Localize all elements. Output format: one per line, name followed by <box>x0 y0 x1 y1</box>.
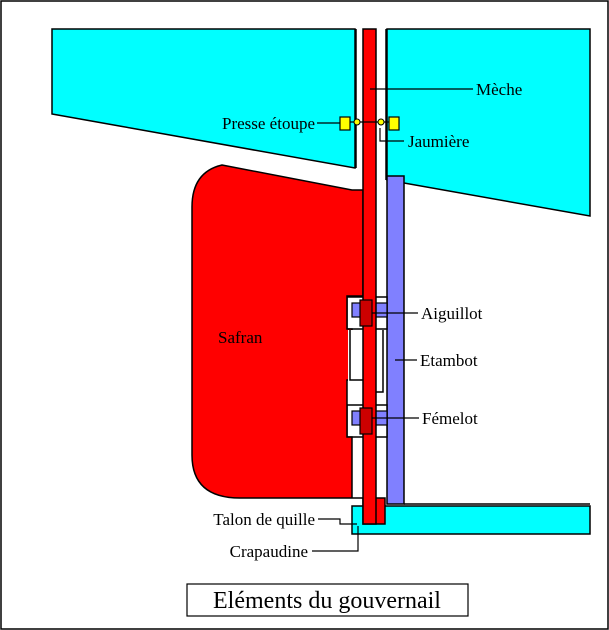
hull-left <box>51 28 356 169</box>
pintle-upper <box>359 299 373 327</box>
sternpost <box>386 175 405 505</box>
label-meche: Mèche <box>476 80 522 99</box>
pintle-lower <box>359 407 373 435</box>
label-femelot: Fémelot <box>422 409 478 428</box>
keel-heel <box>351 505 591 535</box>
label-etambot: Etambot <box>420 351 478 370</box>
leader-jaumiere <box>379 128 404 142</box>
label-talon: Talon de quille <box>213 510 315 529</box>
gland-right <box>388 116 400 131</box>
hull-right <box>386 28 591 217</box>
label-safran: Safran <box>218 328 263 347</box>
rudder-stock <box>362 28 377 525</box>
leader-talon <box>318 518 357 525</box>
title-box <box>186 583 469 617</box>
gland-left <box>339 116 351 131</box>
label-aiguillot: Aiguillot <box>421 304 483 323</box>
gland-nut-left <box>353 118 361 126</box>
label-presse-etoupe: Presse étoupe <box>222 114 315 133</box>
diagram-title: Eléments du gouvernail <box>213 588 441 614</box>
leader-crapaudine <box>312 526 359 552</box>
label-jaumiere: Jaumière <box>408 132 469 151</box>
gland-nut-right <box>377 118 385 126</box>
label-crapaudine: Crapaudine <box>230 542 308 561</box>
